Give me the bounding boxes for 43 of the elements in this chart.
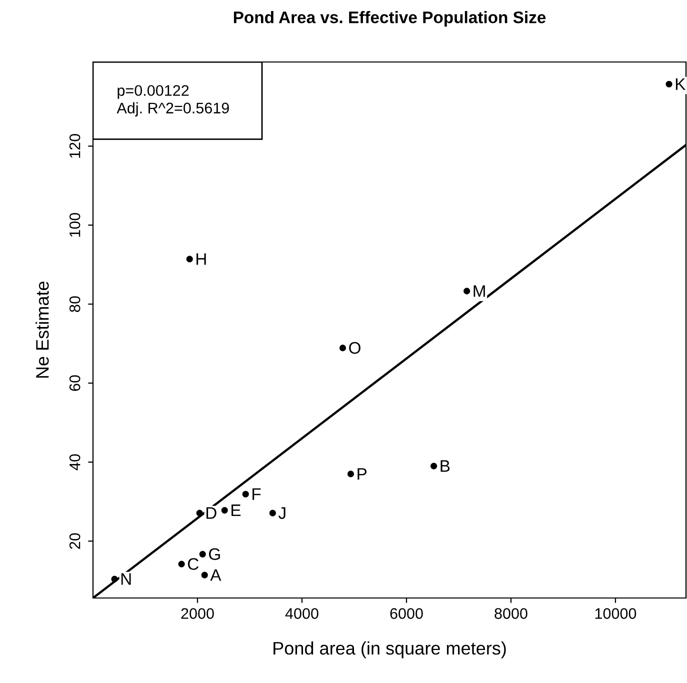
point	[111, 576, 118, 582]
annotation: E	[232, 504, 241, 516]
annotation: M	[474, 285, 485, 297]
annotation: A	[210, 569, 222, 581]
y-tick-label: 60	[69, 375, 80, 391]
y-tick-label: 100	[69, 212, 80, 237]
y-tick-label: 40	[69, 454, 80, 470]
y-tick-label: 80	[69, 296, 80, 312]
annotation: F	[252, 488, 261, 500]
annotation: C	[188, 558, 199, 570]
annotation: G	[209, 548, 220, 560]
annotation: D	[206, 507, 216, 519]
annotation: p=0.00122 Adj. R^2=0.5619	[116, 85, 229, 116]
x-tick-label: 10000	[595, 608, 636, 619]
chart-title: Pond Area vs. Effective Population Size	[234, 11, 546, 27]
annotation: J	[278, 507, 286, 519]
x-tick-label: 6000	[390, 608, 423, 619]
x-axis-title: Pond area (in square meters)	[274, 641, 506, 658]
annotation: P	[358, 468, 367, 480]
annotation: K	[676, 78, 686, 90]
annotation: N	[121, 573, 131, 585]
x-tick-label: 4000	[285, 608, 318, 619]
point	[430, 462, 438, 470]
point	[221, 507, 228, 514]
point	[339, 344, 346, 352]
y-tick-label: 120	[69, 134, 80, 158]
point	[199, 550, 206, 558]
point	[178, 560, 185, 568]
x-tick-label: 2000	[181, 608, 214, 619]
point	[196, 510, 203, 516]
y-tick-label: 20	[69, 533, 80, 549]
point	[464, 288, 470, 294]
point	[186, 256, 193, 262]
x-tick-label: 8000	[494, 608, 528, 619]
point	[666, 80, 672, 88]
annotation: O	[349, 342, 360, 354]
point	[269, 510, 276, 516]
point	[347, 470, 354, 478]
annotation: H	[196, 253, 206, 265]
y-axis-title: Ne Estimate	[36, 282, 49, 378]
point	[201, 572, 208, 578]
annotation: B	[440, 460, 450, 472]
point	[242, 490, 249, 498]
